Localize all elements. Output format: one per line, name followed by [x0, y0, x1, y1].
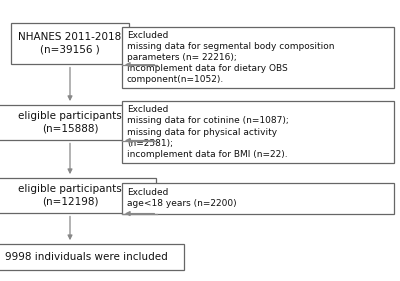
Text: NHANES 2011-2018
(n=39156 ): NHANES 2011-2018 (n=39156 ) [18, 32, 122, 55]
FancyBboxPatch shape [122, 183, 394, 214]
FancyBboxPatch shape [0, 105, 156, 140]
FancyBboxPatch shape [0, 178, 156, 213]
Text: Excluded
missing data for segmental body composition
parameters (n= 22216);
inco: Excluded missing data for segmental body… [127, 31, 334, 84]
FancyBboxPatch shape [122, 28, 394, 88]
Text: eligible participants
(n=12198): eligible participants (n=12198) [18, 184, 122, 207]
FancyBboxPatch shape [0, 244, 184, 270]
Text: Excluded
age<18 years (n=2200): Excluded age<18 years (n=2200) [127, 188, 236, 208]
FancyBboxPatch shape [11, 23, 129, 64]
FancyBboxPatch shape [122, 101, 394, 163]
Text: 9998 individuals were included: 9998 individuals were included [5, 252, 167, 262]
Text: eligible participants
(n=15888): eligible participants (n=15888) [18, 111, 122, 133]
Text: Excluded
missing data for cotinine (n=1087);
missing data for physical activity
: Excluded missing data for cotinine (n=10… [127, 105, 288, 159]
